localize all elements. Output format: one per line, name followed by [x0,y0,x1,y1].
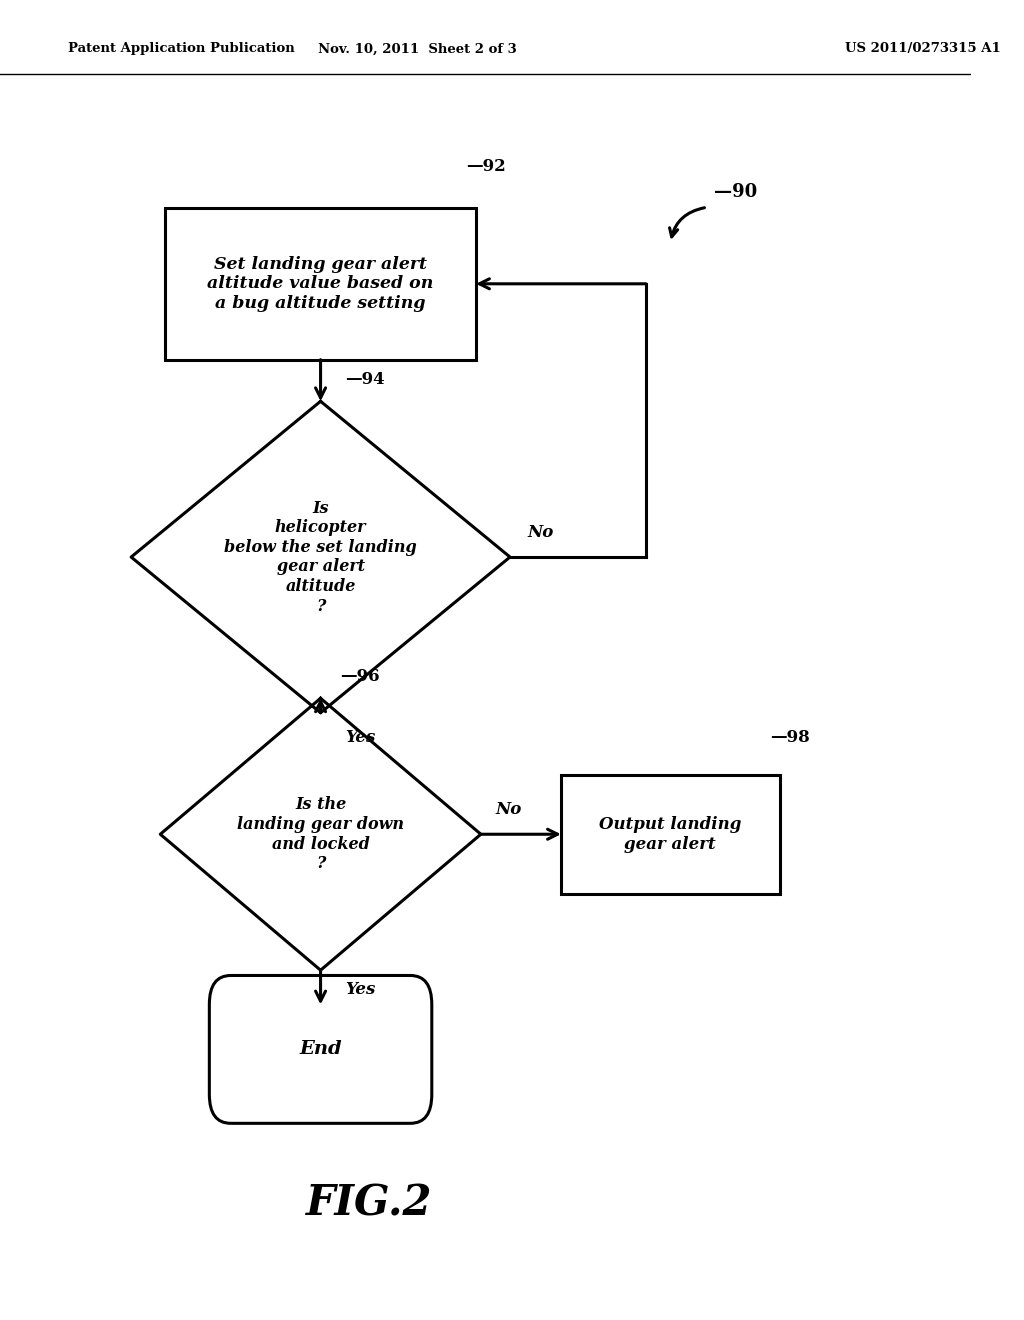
Text: Output landing
gear alert: Output landing gear alert [599,816,741,853]
Text: —96: —96 [340,668,380,685]
Text: Yes: Yes [345,981,375,998]
FancyArrowPatch shape [315,702,326,713]
Text: —92: —92 [466,158,506,174]
Text: FIG.2: FIG.2 [306,1183,432,1225]
FancyArrowPatch shape [315,970,326,1001]
Text: End: End [299,1040,342,1059]
FancyArrowPatch shape [315,359,326,397]
FancyBboxPatch shape [209,975,432,1123]
Text: Nov. 10, 2011  Sheet 2 of 3: Nov. 10, 2011 Sheet 2 of 3 [318,42,517,55]
Text: No: No [496,801,522,818]
Text: —90: —90 [714,182,757,201]
Text: Set landing gear alert
altitude value based on
a bug altitude setting: Set landing gear alert altitude value ba… [208,256,434,312]
Text: No: No [527,524,554,541]
Text: Is the
landing gear down
and locked
?: Is the landing gear down and locked ? [238,796,404,873]
Text: —94: —94 [345,371,384,388]
Text: Is
helicopter
below the set landing
gear alert
altitude
?: Is helicopter below the set landing gear… [224,499,417,615]
Text: —98: —98 [770,729,810,746]
FancyBboxPatch shape [165,207,476,359]
Text: Patent Application Publication: Patent Application Publication [68,42,295,55]
FancyArrowPatch shape [481,829,558,840]
FancyBboxPatch shape [561,775,779,894]
Text: Yes: Yes [345,729,375,746]
FancyArrowPatch shape [479,279,646,289]
Text: US 2011/0273315 A1: US 2011/0273315 A1 [845,42,1000,55]
